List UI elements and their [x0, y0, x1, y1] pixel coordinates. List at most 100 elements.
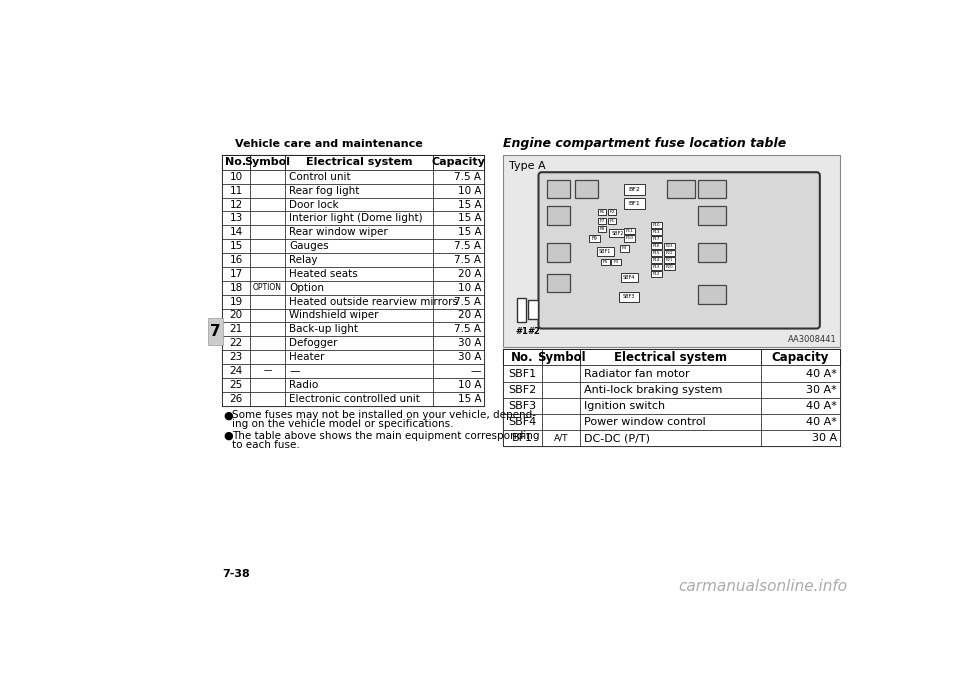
Bar	[503, 430, 541, 446]
Text: 7-38: 7-38	[223, 569, 250, 579]
Bar	[541, 382, 581, 398]
Bar	[698, 180, 726, 199]
Text: Anti-lock braking system: Anti-lock braking system	[585, 384, 723, 395]
Bar	[760, 365, 840, 382]
Text: 40 A*: 40 A*	[806, 401, 837, 411]
Text: No.: No.	[511, 351, 534, 363]
Text: F13: F13	[653, 265, 660, 269]
Text: F21: F21	[665, 258, 673, 262]
Bar	[223, 336, 250, 350]
Bar	[624, 184, 645, 195]
Text: 13: 13	[229, 214, 243, 224]
Bar	[433, 281, 484, 295]
Text: F11: F11	[625, 228, 634, 233]
Bar	[250, 253, 285, 267]
Text: F14: F14	[653, 258, 660, 262]
Bar	[760, 398, 840, 414]
Text: Relay: Relay	[289, 255, 318, 265]
Text: SBF2: SBF2	[508, 384, 537, 395]
Text: F6: F6	[599, 210, 605, 214]
Text: F10: F10	[625, 237, 634, 241]
Text: F7: F7	[599, 219, 605, 223]
Bar	[285, 197, 433, 212]
Bar	[516, 298, 526, 322]
Bar	[664, 257, 675, 263]
Bar	[250, 350, 285, 364]
Bar	[667, 180, 695, 199]
Text: SBF3: SBF3	[623, 294, 636, 300]
Bar	[223, 225, 250, 239]
Text: Power window control: Power window control	[585, 417, 706, 427]
Bar	[223, 155, 250, 170]
Text: DC-DC (P/T): DC-DC (P/T)	[585, 433, 650, 443]
Bar	[624, 199, 645, 210]
Text: Some fuses may not be installed on your vehicle, depend-: Some fuses may not be installed on your …	[232, 410, 537, 420]
Bar	[285, 350, 433, 364]
Text: SBF1: SBF1	[599, 249, 612, 254]
Text: Rear window wiper: Rear window wiper	[289, 227, 388, 237]
Text: 23: 23	[229, 352, 243, 362]
Bar	[285, 225, 433, 239]
Bar	[598, 226, 606, 233]
Bar	[503, 382, 541, 398]
Bar	[285, 281, 433, 295]
Bar	[250, 378, 285, 392]
Bar	[598, 218, 606, 224]
Text: Gauges: Gauges	[289, 241, 328, 251]
FancyBboxPatch shape	[539, 172, 820, 329]
Text: 40 A*: 40 A*	[806, 417, 837, 427]
Text: Radiator fan motor: Radiator fan motor	[585, 369, 690, 378]
Text: 20: 20	[229, 311, 243, 321]
Bar	[250, 336, 285, 350]
Text: ing on the vehicle model or specifications.: ing on the vehicle model or specificatio…	[232, 420, 454, 429]
Text: 30 A: 30 A	[458, 352, 481, 362]
Text: Windshield wiper: Windshield wiper	[289, 311, 378, 321]
Bar	[223, 170, 250, 184]
Bar	[433, 197, 484, 212]
Text: #1: #1	[515, 327, 528, 336]
Text: 7.5 A: 7.5 A	[454, 324, 481, 334]
Text: 17: 17	[229, 269, 243, 279]
Bar	[285, 308, 433, 322]
Bar	[433, 364, 484, 378]
Bar	[433, 267, 484, 281]
Text: 7.5 A: 7.5 A	[454, 255, 481, 265]
Text: BF1: BF1	[629, 201, 640, 206]
Text: 22: 22	[229, 338, 243, 348]
Bar	[433, 155, 484, 170]
Bar	[250, 155, 285, 170]
Bar	[664, 264, 675, 270]
Text: 30 A*: 30 A*	[806, 384, 837, 395]
Bar	[547, 180, 570, 199]
Bar	[223, 184, 250, 197]
Text: 15 A: 15 A	[458, 394, 481, 403]
Bar	[651, 236, 661, 242]
Text: F8: F8	[599, 227, 605, 231]
Bar	[285, 378, 433, 392]
Bar	[285, 170, 433, 184]
Text: 14: 14	[229, 227, 243, 237]
Text: 18: 18	[229, 283, 243, 293]
Text: 15 A: 15 A	[458, 227, 481, 237]
Text: Rear fog light: Rear fog light	[289, 186, 359, 196]
Bar	[651, 250, 661, 256]
Bar	[285, 267, 433, 281]
Text: 30 A: 30 A	[458, 338, 481, 348]
Text: Control unit: Control unit	[289, 172, 350, 182]
Text: F1: F1	[610, 219, 614, 223]
Bar	[621, 273, 637, 282]
Bar	[760, 382, 840, 398]
Bar	[223, 212, 250, 225]
Text: Symbol: Symbol	[245, 157, 291, 167]
Bar	[581, 430, 760, 446]
Bar	[433, 350, 484, 364]
Bar	[547, 206, 570, 224]
Bar	[285, 253, 433, 267]
Bar	[528, 300, 538, 319]
Text: Electronic controlled unit: Electronic controlled unit	[289, 394, 420, 403]
Text: Ignition switch: Ignition switch	[585, 401, 665, 411]
Text: SBF2: SBF2	[612, 231, 624, 235]
Bar	[223, 295, 250, 308]
Bar	[250, 197, 285, 212]
Text: F10: F10	[653, 223, 660, 227]
